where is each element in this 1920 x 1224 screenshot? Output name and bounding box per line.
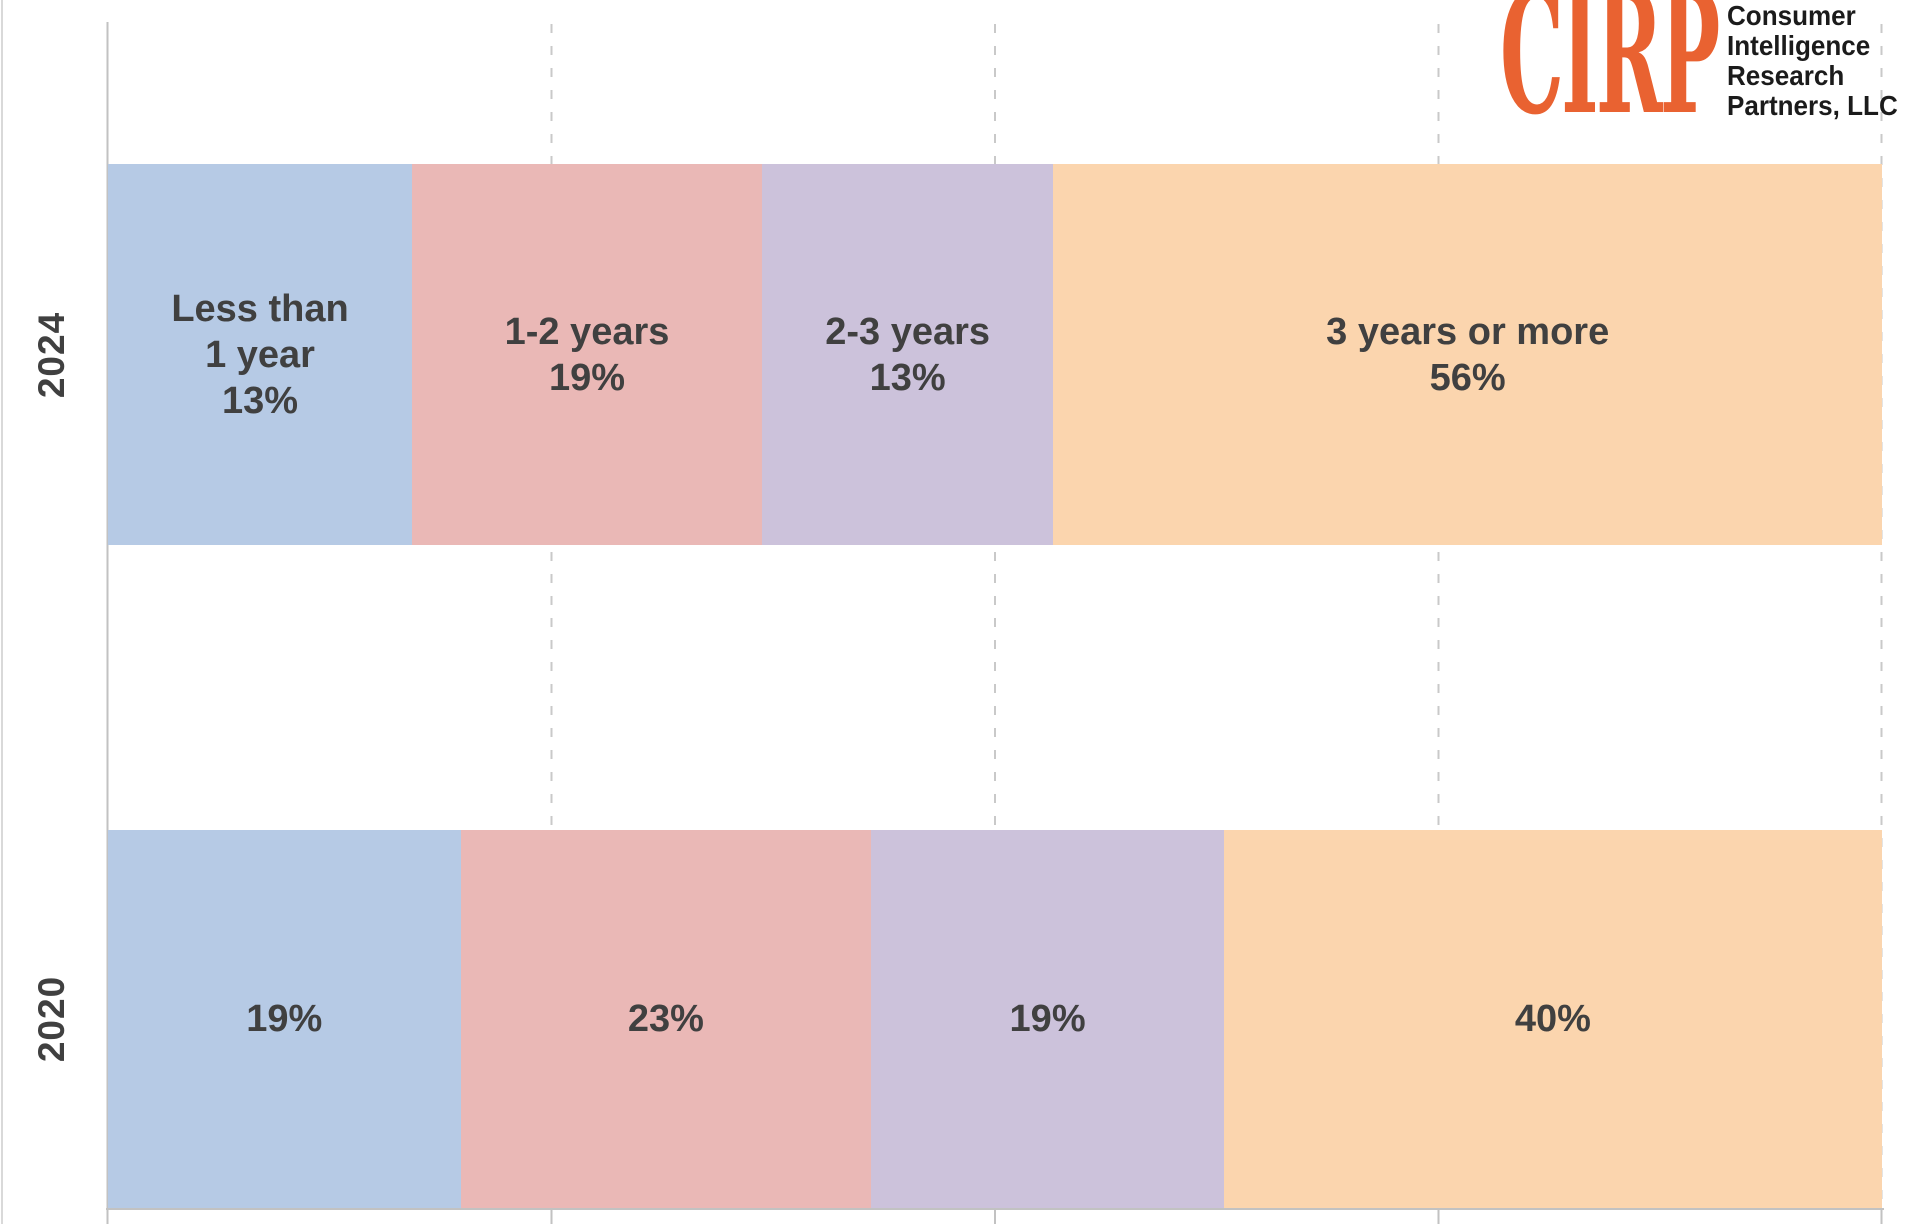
segment-2024-3-years-or-more: 3 years or more 56% xyxy=(1053,164,1882,545)
label-line: 19% xyxy=(246,998,323,1040)
logo-company-line: Consumer xyxy=(1727,0,1856,31)
label-line: 19% xyxy=(1009,998,1086,1040)
data-label: 23% xyxy=(628,996,704,1042)
axis-label-2024: 2024 xyxy=(31,311,72,399)
segment-2020-1-2-years: 23% xyxy=(460,830,872,1208)
segment-2024-1-2-years: 1-2 years 19% xyxy=(412,164,762,545)
label-line: 23% xyxy=(627,998,704,1040)
cirp-logo: CIRP Consumer Intelligence Research Part… xyxy=(1500,0,1920,140)
segment-2024-2-3-years: 2-3 years 13% xyxy=(761,164,1054,545)
label-line: 56% xyxy=(1429,356,1506,399)
data-label: 19% xyxy=(1010,996,1086,1042)
segment-2020-2-3-years: 19% xyxy=(871,830,1224,1208)
data-label: 3 years or more 56% xyxy=(1326,309,1609,401)
data-label: 19% xyxy=(246,996,322,1042)
data-label: Less than 1 year 13% xyxy=(171,286,348,424)
label-line: 19% xyxy=(548,356,626,399)
data-label: 40% xyxy=(1515,996,1591,1042)
logo-company-line: Partners, LLC xyxy=(1727,90,1898,121)
segment-2020-less-than-1-year: 19% xyxy=(108,830,461,1208)
logo-company-line: Research xyxy=(1727,60,1845,91)
axis-label-2020: 2020 xyxy=(31,975,72,1063)
label-line: 13% xyxy=(869,356,946,399)
bar-2020: 19% 23% 19% 40% xyxy=(108,830,1882,1208)
logo-company-line: Intelligence xyxy=(1727,30,1871,61)
label-line: Less than xyxy=(171,287,349,330)
data-label: 1-2 years 19% xyxy=(505,309,670,401)
bar-2024: Less than 1 year 13% 1-2 years 19% 2-3 y… xyxy=(108,164,1882,545)
cirp-logo-acronym: CIRP xyxy=(1500,0,1720,152)
label-line: 3 years or more xyxy=(1326,310,1610,353)
label-line: 13% xyxy=(221,379,299,422)
label-line: 1 year xyxy=(205,333,315,376)
segment-2024-less-than-1-year: Less than 1 year 13% xyxy=(108,164,413,545)
cirp-logo-company-name: Consumer Intelligence Research Partners,… xyxy=(1727,1,1898,121)
data-label: 2-3 years 13% xyxy=(825,309,990,401)
label-line: 2-3 years xyxy=(825,310,991,353)
label-line: 1-2 years xyxy=(504,310,670,353)
label-line: 40% xyxy=(1514,998,1591,1040)
segment-2020-3-years-or-more: 40% xyxy=(1223,830,1882,1208)
